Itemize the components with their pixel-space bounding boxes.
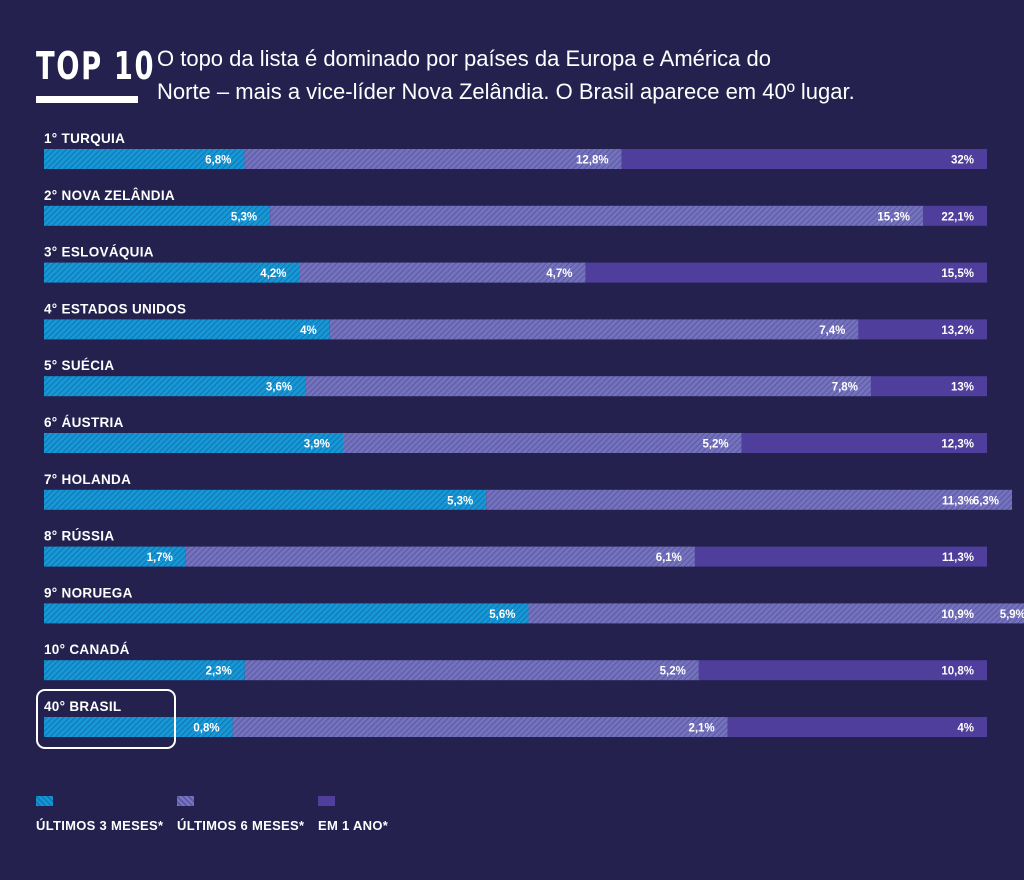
data-label-one-year: 11,3% [942, 552, 974, 564]
bar-three-months [44, 319, 330, 340]
data-label-three-months: 5,3% [231, 211, 257, 223]
country-label: 5° SUÉCIA [44, 358, 114, 373]
data-label-one-year: 13,2% [941, 325, 974, 337]
bar-one-year [698, 660, 987, 681]
data-label-three-months: 6,8% [205, 155, 231, 167]
data-label-three-months: 2,3% [206, 666, 232, 678]
bar-six-months [299, 262, 586, 283]
data-label-three-months: 0,8% [193, 723, 219, 735]
country-label: 7° HOLANDA [44, 472, 131, 487]
legend-item-one-year: EM 1 ANO* [318, 796, 388, 833]
bar-one-year [922, 205, 987, 226]
bar-six-months [270, 205, 923, 226]
bar-six-months [528, 603, 1024, 624]
data-label-one-year: 4% [957, 723, 974, 735]
bar-three-months [44, 660, 245, 681]
legend-swatch-six-months [177, 796, 194, 806]
country-label: 4° ESTADOS UNIDOS [44, 301, 186, 316]
country-label: 1° TURQUIA [44, 131, 125, 146]
bar-three-months [44, 376, 306, 397]
data-label-three-months: 5,6% [489, 609, 515, 621]
country-label: 8° RÚSSIA [44, 529, 114, 544]
bar-one-year [621, 149, 987, 169]
data-label-six-months: 4,7% [546, 268, 572, 280]
country-label: 3° ESLOVÁQUIA [44, 245, 154, 260]
country-label: 9° NORUEGA [44, 585, 133, 600]
chart-header: TOP 10 O topo da lista é dominado por pa… [36, 40, 996, 110]
bar-three-months [44, 149, 245, 169]
bar-six-months [244, 660, 699, 681]
bar-one-year [741, 433, 987, 453]
data-label-three-months: 4,2% [260, 268, 286, 280]
data-label-six-months: 7,4% [819, 325, 845, 337]
bar-three-months [44, 262, 300, 283]
bar-one-year [727, 717, 987, 737]
data-label-one-year: 22,1% [941, 211, 974, 223]
bar-one-year [870, 376, 987, 397]
data-label-one-year: 13% [951, 382, 974, 394]
bar-three-months [44, 603, 529, 624]
data-label-three-months: 1,7% [147, 552, 173, 564]
data-label-three-months: 3,9% [304, 439, 330, 451]
bar-three-months [44, 205, 271, 226]
data-label-six-months: 2,1% [688, 723, 714, 735]
bar-three-months [44, 717, 233, 737]
bar-three-months [44, 489, 487, 510]
data-label-one-year: 10,9% [941, 609, 974, 621]
data-label-six-months: 5,9% [1000, 609, 1024, 621]
bar-six-months [329, 319, 859, 340]
top10-underline [36, 96, 138, 103]
bar-six-months [305, 376, 871, 397]
country-label: 10° CANADÁ [44, 642, 130, 657]
bar-six-months [343, 433, 742, 453]
legend-item-six-months: ÚLTIMOS 6 MESES* [177, 796, 304, 833]
bar-one-year [858, 319, 987, 340]
data-label-six-months: 6,3% [973, 495, 999, 507]
data-label-three-months: 4% [300, 325, 317, 337]
legend-label-three-months: ÚLTIMOS 3 MESES* [36, 818, 164, 833]
country-label: 2° NOVA ZELÂNDIA [44, 188, 175, 203]
highlight-box-brasil [36, 689, 176, 749]
bar-three-months [44, 433, 343, 453]
legend-item-three-months: ÚLTIMOS 3 MESES* [36, 796, 163, 833]
legend: ÚLTIMOS 3 MESES* ÚLTIMOS 6 MESES* EM 1 A… [36, 796, 536, 846]
data-label-six-months: 12,8% [576, 155, 609, 167]
data-label-one-year: 10,8% [941, 666, 974, 678]
subtitle-line-2: Norte – mais a vice-líder Nova Zelândia.… [157, 79, 855, 104]
data-label-one-year: 15,5% [941, 268, 974, 280]
data-label-one-year: 11,3% [942, 495, 974, 507]
legend-label-six-months: ÚLTIMOS 6 MESES* [177, 818, 305, 833]
data-label-six-months: 7,8% [832, 382, 858, 394]
top10-badge: TOP 10 [36, 44, 156, 88]
bar-three-months [44, 546, 186, 567]
bar-one-year [585, 262, 987, 283]
legend-swatch-one-year [318, 796, 335, 806]
bar-six-months [244, 149, 622, 169]
bar-six-months [185, 546, 695, 567]
subtitle-line-1: O topo da lista é dominado por países da… [157, 46, 771, 71]
data-label-six-months: 6,1% [656, 552, 682, 564]
legend-swatch-three-months [36, 796, 53, 806]
chart-subtitle: O topo da lista é dominado por países da… [157, 42, 987, 108]
data-label-three-months: 5,3% [447, 495, 473, 507]
legend-label-one-year: EM 1 ANO* [318, 818, 389, 833]
data-label-three-months: 3,6% [266, 382, 292, 394]
bar-one-year [694, 546, 987, 567]
data-label-six-months: 5,2% [660, 666, 686, 678]
bar-six-months [486, 489, 1013, 510]
data-label-one-year: 32% [951, 155, 974, 167]
data-label-six-months: 5,2% [702, 439, 728, 451]
bar-six-months [232, 717, 728, 737]
data-label-one-year: 12,3% [941, 439, 974, 451]
data-label-six-months: 15,3% [877, 211, 910, 223]
country-label: 40° BRASIL [44, 699, 121, 714]
country-label: 6° ÁUSTRIA [44, 415, 124, 430]
